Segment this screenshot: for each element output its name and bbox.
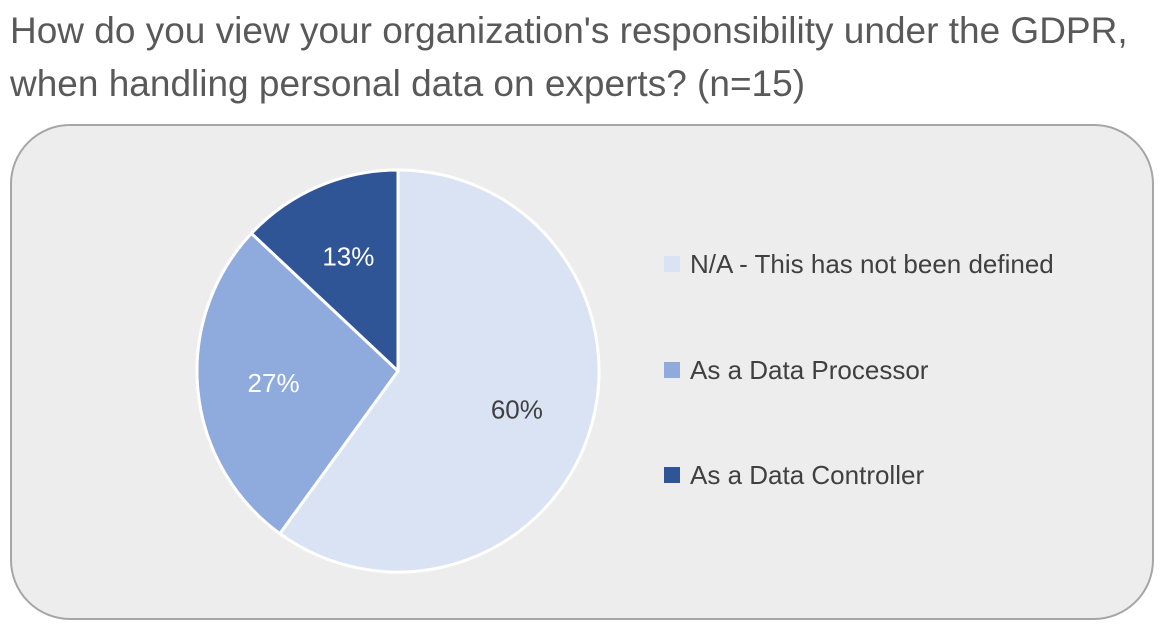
chart-title: How do you view your organization's resp… bbox=[10, 10, 1128, 104]
pie-slice-labels: 60% 27% 13% bbox=[248, 241, 543, 424]
legend-swatch-not-defined bbox=[664, 256, 680, 272]
legend-label-data-processor: As a Data Processor bbox=[690, 354, 929, 385]
pie-slice-data-processor bbox=[195, 231, 400, 536]
legend-label-not-defined: N/A - This has not been defined bbox=[690, 248, 1054, 279]
legend-label-data-controller: As a Data Controller bbox=[690, 459, 925, 490]
pie-slice-data-controller bbox=[249, 168, 400, 373]
legend-item-not-defined: N/A - This has not been defined bbox=[664, 244, 1054, 284]
pie-slice-label-data-controller: 13% bbox=[322, 241, 374, 271]
legend-swatch-data-controller bbox=[664, 467, 680, 483]
pie-slices bbox=[195, 168, 601, 574]
pie-slice-label-not-defined: 60% bbox=[491, 395, 543, 425]
pie-slice-label-data-processor: 27% bbox=[248, 368, 300, 398]
pie-slice-not-defined bbox=[278, 168, 601, 574]
legend-item-data-controller: As a Data Controller bbox=[664, 455, 924, 495]
legend-swatch-data-processor bbox=[664, 362, 680, 378]
legend-item-data-processor: As a Data Processor bbox=[664, 350, 928, 390]
